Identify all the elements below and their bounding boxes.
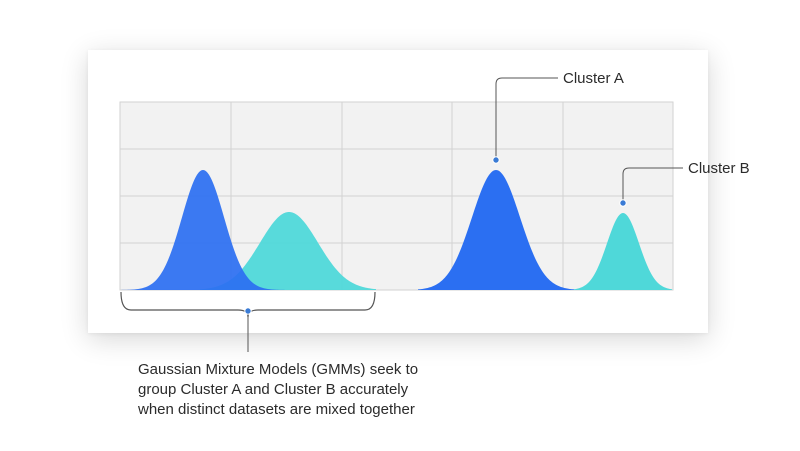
cluster-a-curve [418, 170, 575, 290]
cluster-a-curve-mixed [121, 170, 290, 290]
cluster-b-dot-marker-icon [619, 199, 627, 207]
cluster-b-label: Cluster B [688, 160, 750, 177]
cluster-a-label: Cluster A [563, 70, 624, 87]
cluster-a-leader-line [495, 77, 558, 160]
gaussian-curves [121, 170, 672, 290]
caption-line: group Cluster A and Cluster B accurately [138, 381, 409, 398]
bracket-dot-marker-icon [244, 307, 252, 315]
caption-text: Gaussian Mixture Models (GMMs) seek to g… [138, 360, 458, 420]
caption-line: Gaussian Mixture Models (GMMs) seek to [138, 361, 419, 378]
cluster-b-leader-line [622, 167, 683, 203]
cluster-a-dot-marker-icon [492, 156, 500, 164]
cluster-b-curve [574, 213, 672, 290]
caption-line: when distinct datasets are mixed togethe… [138, 401, 415, 418]
cluster-b-curve-mixed [200, 212, 376, 290]
